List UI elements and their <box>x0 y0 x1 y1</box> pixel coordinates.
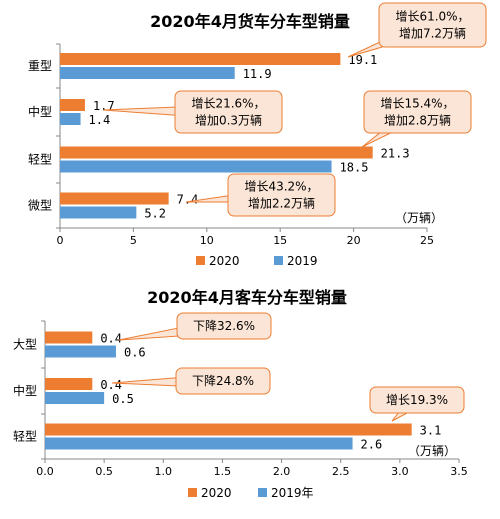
bar-value-label: 1.4 <box>89 113 111 127</box>
bar-series-b <box>60 67 235 79</box>
legend-label: 2020 <box>209 254 240 268</box>
bar-value-label: 0.4 <box>100 332 122 346</box>
bar-value-label: 0.5 <box>112 392 134 406</box>
chart-title: 2020年4月货车分车型销量 <box>150 12 350 31</box>
callout-fill <box>380 4 485 46</box>
bar-series-b <box>60 160 332 173</box>
category-label: 中型 <box>13 383 37 398</box>
legend-label: 2020 <box>201 486 232 500</box>
callout-text: 增长43.2%， <box>244 180 318 194</box>
category-label: 中型 <box>28 104 52 119</box>
bar-series-a <box>45 423 412 436</box>
bar-value-label: 3.1 <box>420 424 442 438</box>
x-tick-label: 15 <box>273 234 287 247</box>
callout-fill <box>365 92 470 132</box>
category-label: 微型 <box>28 199 52 213</box>
category-label: 轻型 <box>28 153 52 167</box>
bar-value-label: 2.6 <box>361 438 383 452</box>
bar-series-b <box>60 206 137 219</box>
bar-series-b <box>45 392 105 404</box>
callout-text: 增长15.4%， <box>380 97 454 111</box>
x-tick-label: 5 <box>130 234 137 247</box>
callout-fill <box>177 369 269 393</box>
bar-value-label: 19.1 <box>348 53 377 67</box>
bar-series-a <box>45 378 93 390</box>
bar-value-label: 7.4 <box>177 193 199 207</box>
x-tick-label: 0 <box>57 234 64 247</box>
x-tick-label: 1.0 <box>155 465 173 478</box>
x-tick-label: 2.0 <box>273 465 291 478</box>
x-tick-label: 25 <box>420 234 434 247</box>
bar-value-label: 21.3 <box>381 147 410 161</box>
callout-text: 增长19.3% <box>386 393 448 407</box>
callout-text: 增加0.3万辆 <box>195 114 262 128</box>
x-tick-label: 3.0 <box>391 465 409 478</box>
callout-text: 增加7.2万辆 <box>399 27 466 41</box>
bar-value-label: 0.4 <box>100 378 122 392</box>
bar-value-label: 11.9 <box>243 67 272 81</box>
chart-title: 2020年4月客车分车型销量 <box>147 288 347 307</box>
bar-series-b <box>45 437 353 450</box>
legend-swatch <box>188 488 197 497</box>
bar-series-b <box>45 345 116 358</box>
callout-text: 下降32.6% <box>193 319 255 333</box>
unit-label: （万辆） <box>395 211 443 225</box>
callout-fill <box>229 175 334 215</box>
callout-fill <box>371 388 463 412</box>
callout-text: 增长61.0%， <box>395 10 469 24</box>
callout-fill <box>178 314 270 338</box>
x-tick-label: 0.0 <box>36 465 54 478</box>
x-tick-label: 1.5 <box>214 465 232 478</box>
x-tick-label: 2.5 <box>332 465 350 478</box>
unit-label: （万辆） <box>408 444 456 458</box>
callout-text: 下降24.8% <box>192 374 254 388</box>
bar-series-a <box>60 146 373 159</box>
x-tick-label: 20 <box>347 234 361 247</box>
x-tick-label: 3.5 <box>450 465 468 478</box>
bar-series-b <box>60 113 81 125</box>
bar-series-a <box>60 192 169 205</box>
legend-swatch <box>274 256 283 265</box>
legend-swatch <box>196 256 205 265</box>
bar-series-a <box>45 331 93 344</box>
bar-value-label: 18.5 <box>340 161 369 175</box>
callout-text: 增加2.2万辆 <box>248 197 315 211</box>
bar-series-a <box>60 53 341 65</box>
bar-value-label: 5.2 <box>144 207 166 221</box>
category-label: 大型 <box>13 338 37 352</box>
callout-text: 增长21.6%， <box>191 97 265 111</box>
legend-label: 2019 <box>287 254 318 268</box>
x-tick-label: 10 <box>200 234 214 247</box>
legend-swatch <box>258 488 267 497</box>
callout-fill <box>176 92 281 132</box>
callout-text: 增加2.8万辆 <box>384 114 451 128</box>
x-tick-label: 0.5 <box>95 465 113 478</box>
bar-series-a <box>60 99 85 111</box>
category-label: 轻型 <box>13 430 37 444</box>
bar-value-label: 0.6 <box>124 346 146 360</box>
category-label: 重型 <box>28 59 52 73</box>
legend-label: 2019年 <box>271 486 314 500</box>
